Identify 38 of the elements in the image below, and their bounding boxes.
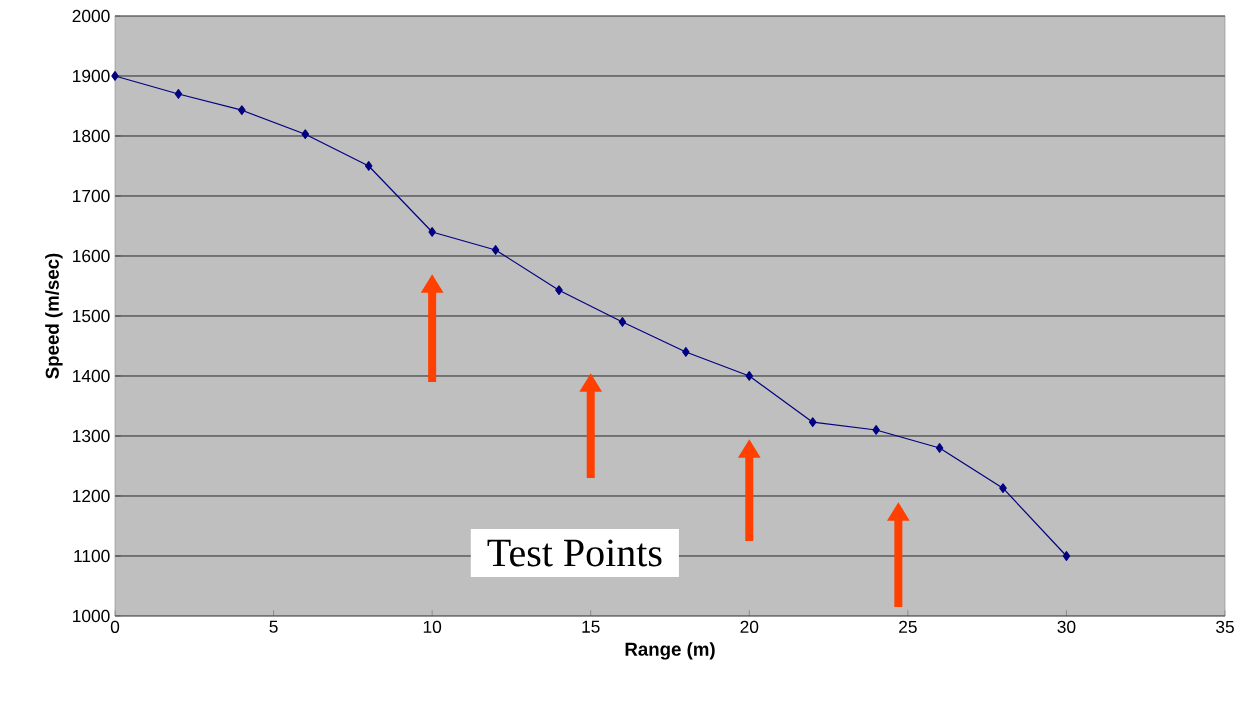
point [618, 317, 627, 327]
y-tick-label: 1300 [73, 429, 110, 443]
y-tick-label: 1600 [73, 249, 110, 263]
y-tick-label: 1900 [73, 69, 110, 83]
y-tick-label: 1700 [73, 189, 110, 203]
point [999, 483, 1007, 494]
point [238, 105, 246, 116]
point [935, 443, 944, 453]
y-tick-label: 1200 [73, 489, 110, 503]
x-axis-title: Range (m) [625, 642, 715, 660]
annotation: Test Points [487, 539, 662, 567]
point [491, 245, 500, 255]
x-tick-label: 5 [269, 620, 278, 633]
point [872, 425, 880, 435]
point [111, 71, 119, 81]
point [301, 129, 310, 140]
point [555, 285, 563, 296]
point [428, 227, 436, 237]
point [808, 417, 817, 428]
x-tick-label: 20 [740, 620, 759, 633]
y-tick-label: 1400 [73, 369, 110, 383]
y-tick-label: 1000 [73, 609, 110, 623]
y-tick-label: 1500 [73, 309, 110, 323]
x-tick-label: 25 [899, 620, 917, 633]
y-axis-title: Speed (m/sec) [45, 253, 63, 379]
x-tick-label: 35 [1216, 620, 1234, 633]
x-tick-label: 10 [423, 620, 442, 633]
x-tick-label: 0 [110, 620, 120, 633]
point [745, 371, 754, 381]
point [174, 89, 183, 99]
x-tick-label: 30 [1057, 620, 1076, 633]
x-tick-label: 15 [582, 620, 600, 633]
point [1062, 551, 1071, 561]
y-tick-label: 1100 [74, 549, 110, 563]
y-tick-label: 2000 [72, 9, 110, 23]
point [682, 347, 690, 357]
point [364, 161, 373, 171]
y-tick-label: 1800 [73, 129, 110, 143]
